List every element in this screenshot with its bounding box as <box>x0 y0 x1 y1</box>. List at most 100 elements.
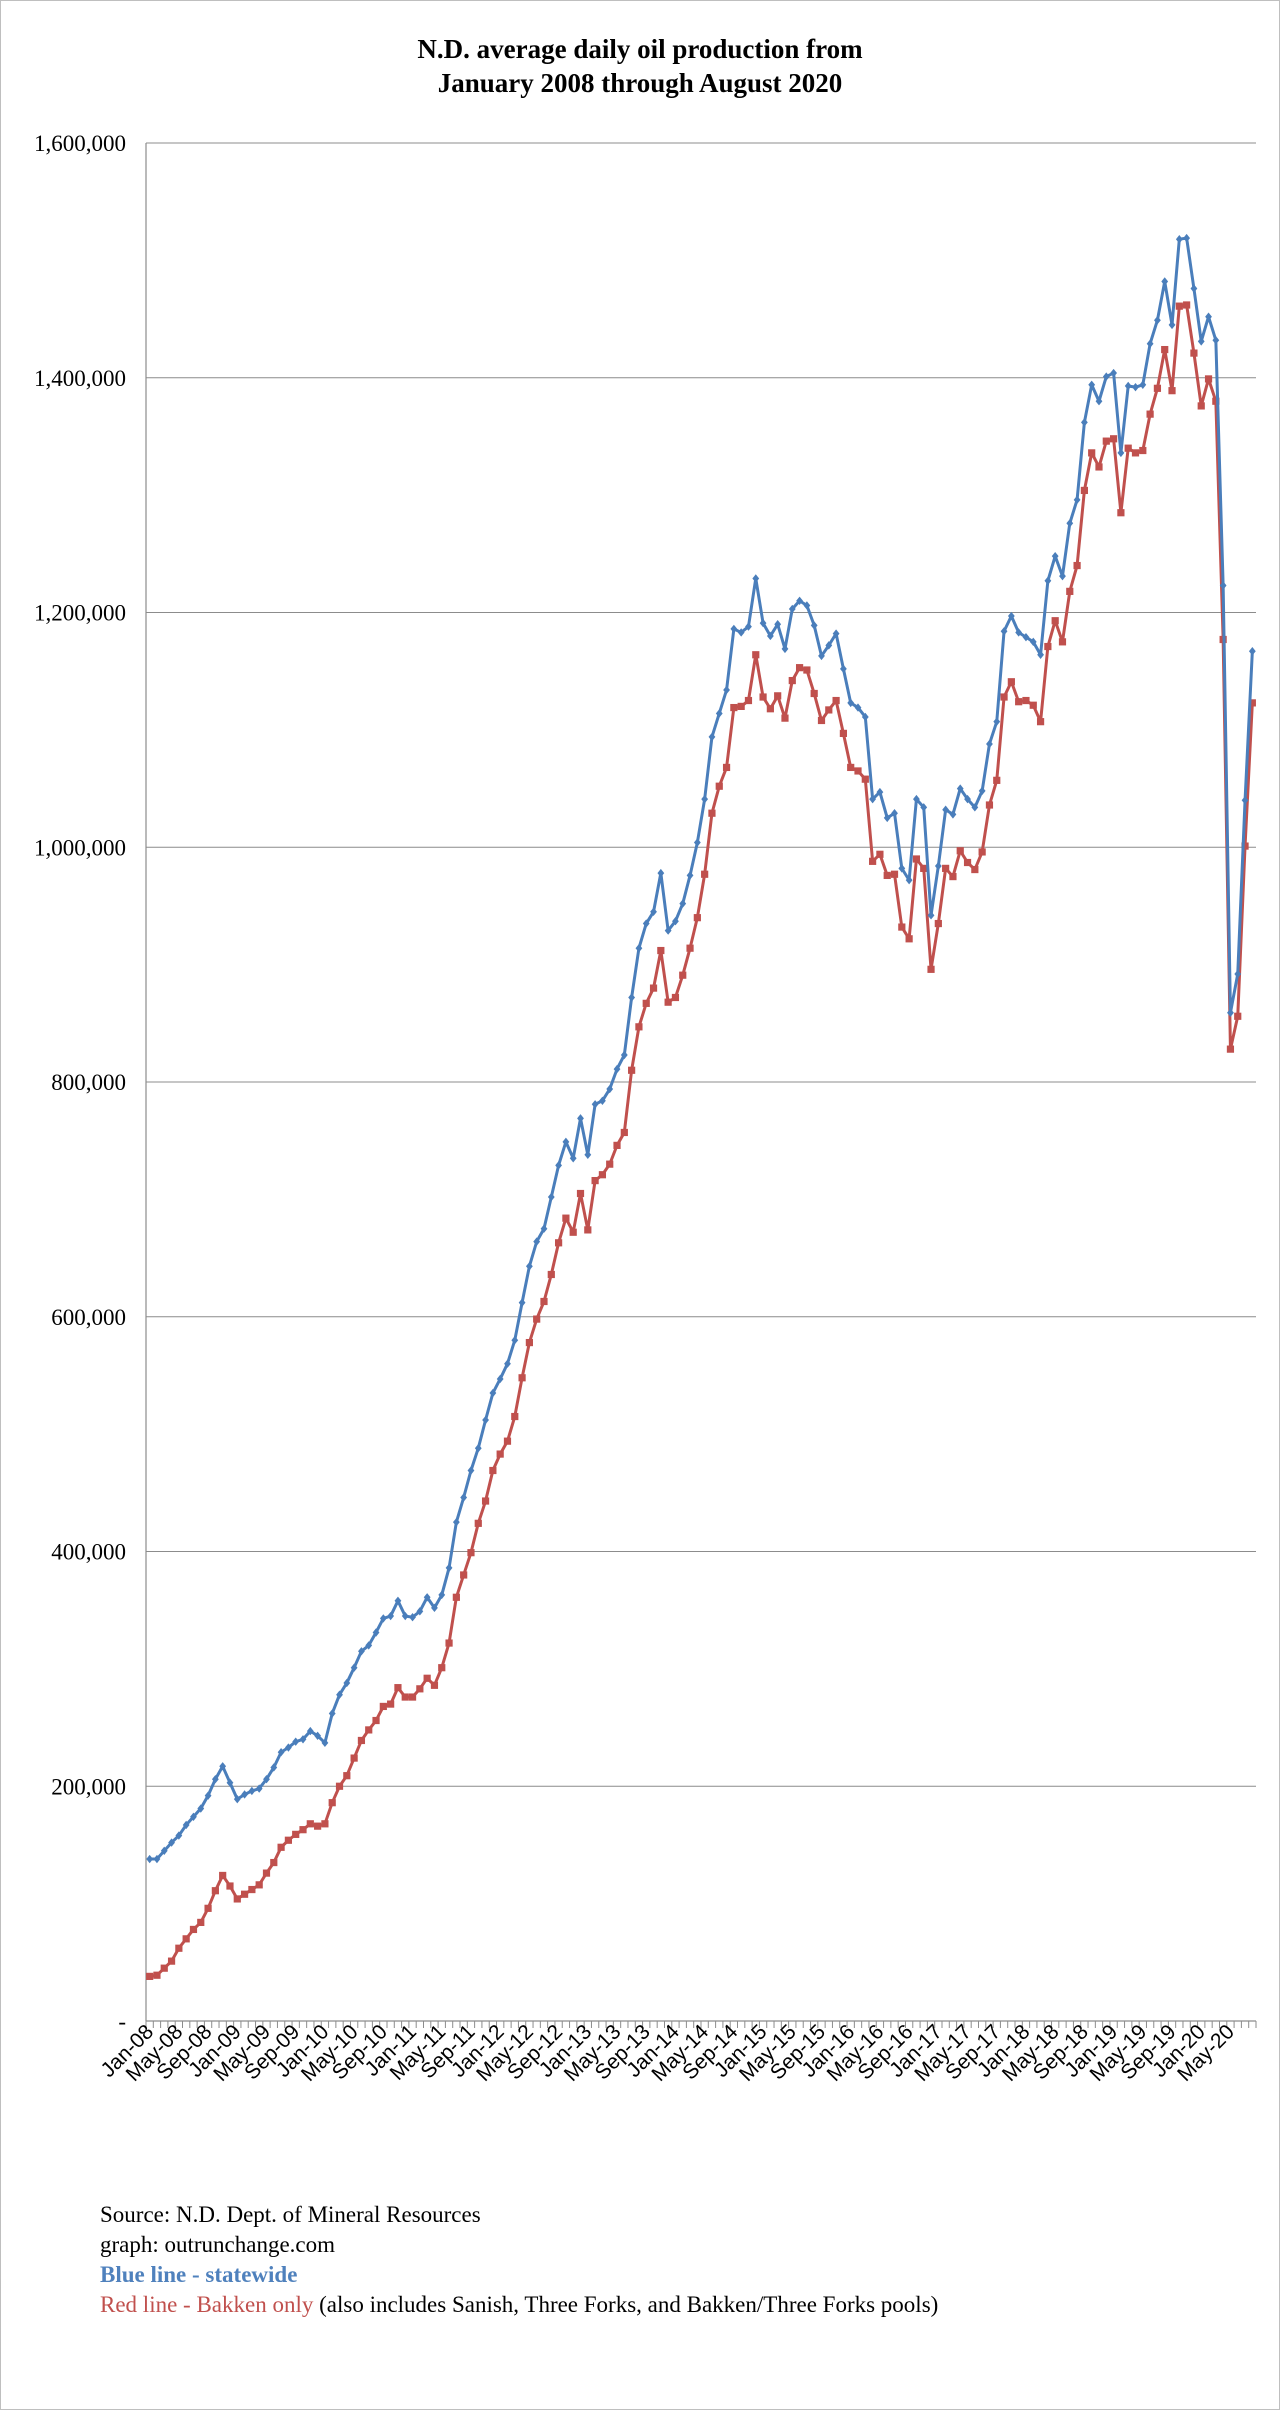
data-point <box>423 1674 431 1682</box>
data-point <box>525 1262 533 1271</box>
data-point <box>1197 402 1205 410</box>
data-point <box>146 1972 154 1980</box>
data-point <box>1066 587 1074 595</box>
data-point <box>358 1647 365 1656</box>
data-point <box>394 1596 402 1605</box>
data-point <box>511 1412 519 1421</box>
data-point <box>752 651 760 659</box>
data-point <box>1248 699 1256 707</box>
source-note: Source: N.D. Dept. of Mineral Resources <box>100 2202 481 2227</box>
data-point <box>379 1702 387 1711</box>
data-point <box>1146 339 1154 348</box>
data-point <box>818 651 825 661</box>
data-point <box>372 1716 380 1725</box>
data-point <box>482 1415 489 1425</box>
data-point <box>284 1836 293 1844</box>
data-point <box>1109 435 1118 443</box>
data-point <box>467 1466 475 1475</box>
data-point <box>321 1738 329 1748</box>
data-point <box>606 1160 614 1168</box>
data-point <box>460 1571 468 1579</box>
data-point <box>795 664 804 672</box>
y-tick-label: 1,000,000 <box>34 835 126 860</box>
data-point <box>219 1871 227 1880</box>
data-point <box>920 864 928 872</box>
data-point <box>891 809 898 818</box>
data-point <box>409 1613 416 1622</box>
data-point <box>693 838 701 847</box>
data-point <box>1175 302 1183 310</box>
data-point <box>613 1141 621 1149</box>
data-point <box>233 1895 241 1903</box>
data-point <box>569 1228 577 1236</box>
data-point <box>934 919 942 928</box>
data-point <box>1190 349 1198 357</box>
data-point <box>869 857 877 865</box>
data-point <box>540 1224 548 1233</box>
blue-line-legend: Blue line - statewide <box>100 2262 298 2287</box>
data-point <box>365 1641 373 1650</box>
data-point <box>350 1663 358 1672</box>
data-point <box>1029 701 1037 709</box>
data-point <box>781 714 789 722</box>
data-point <box>956 784 964 793</box>
data-point <box>226 1778 234 1787</box>
data-point <box>175 1831 183 1840</box>
data-point <box>350 1754 358 1762</box>
data-point <box>679 971 687 979</box>
data-point <box>766 631 774 641</box>
data-point <box>934 861 942 871</box>
data-point <box>672 916 679 926</box>
data-point <box>577 1114 584 1123</box>
data-point <box>1234 969 1242 979</box>
data-point <box>671 993 680 1002</box>
data-point <box>160 1964 168 1972</box>
data-point <box>635 943 643 953</box>
data-point <box>241 1790 248 1799</box>
data-point <box>1110 368 1117 378</box>
data-point <box>744 696 753 705</box>
data-point <box>664 998 672 1006</box>
data-point <box>343 1772 351 1780</box>
data-point <box>1197 337 1205 346</box>
data-point <box>357 1736 366 1745</box>
data-point <box>1139 380 1147 389</box>
chart-title-line2: January 2008 through August 2020 <box>437 68 843 98</box>
data-point <box>167 1957 176 1965</box>
data-point <box>262 1869 271 1877</box>
data-point <box>292 1830 300 1838</box>
data-point <box>518 1374 526 1382</box>
data-point <box>730 624 738 634</box>
data-point <box>197 1804 205 1813</box>
data-point <box>715 782 723 790</box>
data-point <box>547 1192 555 1202</box>
data-point <box>226 1882 234 1890</box>
data-point <box>715 709 723 718</box>
data-point <box>321 1820 329 1828</box>
data-point <box>1029 637 1037 647</box>
data-point <box>898 923 906 931</box>
data-point <box>905 875 913 885</box>
y-axis-tick-labels: - 200,000 400,000 600,000 800,000 1,000,000 1,… <box>34 131 126 2034</box>
data-point <box>467 1549 475 1557</box>
data-point <box>905 935 913 943</box>
data-point <box>1022 632 1030 642</box>
data-point <box>1051 617 1059 625</box>
data-point <box>825 706 833 714</box>
data-point <box>504 1359 511 1368</box>
series-statewide <box>146 233 1256 1864</box>
data-point <box>211 1775 219 1784</box>
data-point <box>204 1791 212 1800</box>
data-point <box>1007 678 1015 686</box>
data-point <box>328 1709 336 1718</box>
data-point <box>233 1794 241 1804</box>
data-point <box>1080 486 1088 495</box>
data-point <box>540 1297 548 1306</box>
data-point <box>299 1735 307 1744</box>
data-point <box>1102 372 1110 381</box>
data-point <box>847 698 855 708</box>
data-point <box>803 601 811 610</box>
data-point <box>270 1858 278 1867</box>
data-point <box>430 1681 439 1689</box>
data-point <box>650 907 657 917</box>
